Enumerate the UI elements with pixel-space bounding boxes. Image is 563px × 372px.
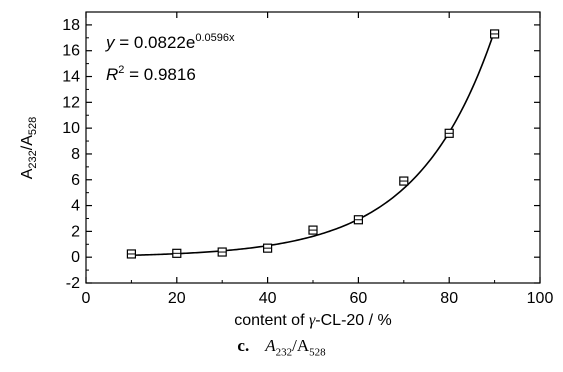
y-axis-label-sub1: 232 [27, 150, 39, 168]
y-axis-label-a: A [19, 168, 36, 179]
y-tick-label: 14 [62, 69, 80, 86]
x-tick-label: 80 [440, 290, 458, 307]
y-tick-label: 4 [71, 198, 80, 215]
y-tick-label: 12 [62, 94, 80, 111]
y-tick-label: 8 [71, 146, 80, 163]
r-squared-value: = 0.9816 [124, 65, 195, 84]
equation-exponent: 0.0596x [195, 32, 235, 44]
figure-caption: c. A232/A528 [0, 336, 563, 358]
fit-curve [131, 30, 496, 257]
y-tick-label: 16 [62, 43, 80, 60]
data-points [126, 29, 500, 259]
y-tick-label: 2 [71, 223, 80, 240]
caption-a: A [265, 336, 276, 355]
y-axis-label-sep: /A [19, 135, 36, 150]
x-tick-label: 20 [168, 290, 186, 307]
x-axis-label-symbol: γ [309, 312, 316, 329]
r-squared-label: R2 = 0.9816 [106, 64, 196, 84]
x-axis-label-prefix: content of [234, 312, 309, 329]
y-axis-label: A232/A528 [19, 117, 39, 180]
x-tick-label: 100 [527, 290, 554, 307]
y-tick-label: 18 [62, 17, 80, 34]
x-tick-label: 40 [259, 290, 277, 307]
equation-label: y = 0.0822e0.0596x [105, 32, 235, 52]
caption-label: c. [237, 336, 250, 355]
x-tick-label: 0 [82, 290, 91, 307]
caption-sep: /A [292, 336, 310, 355]
caption-sub1: 232 [275, 346, 293, 359]
plot-frame [85, 11, 541, 284]
y-tick-label: -2 [66, 275, 80, 292]
caption-sub2: 528 [309, 346, 326, 359]
y-tick-label: 6 [71, 172, 80, 189]
equation-y: y [105, 33, 116, 52]
equation-body: = 0.0822e [115, 33, 196, 52]
r-squared-sup: 2 [118, 64, 124, 76]
x-axis-label: content of γ-CL-20 / % [234, 312, 392, 329]
x-tick-label: 60 [350, 290, 368, 307]
y-tick-label: 10 [62, 120, 80, 137]
y-tick-label: 0 [71, 249, 80, 266]
tick-marks [85, 12, 541, 284]
y-axis-label-sub2: 528 [27, 117, 39, 135]
x-axis-label-suffix: -CL-20 / % [315, 312, 391, 329]
r-squared-r: R [106, 65, 118, 84]
